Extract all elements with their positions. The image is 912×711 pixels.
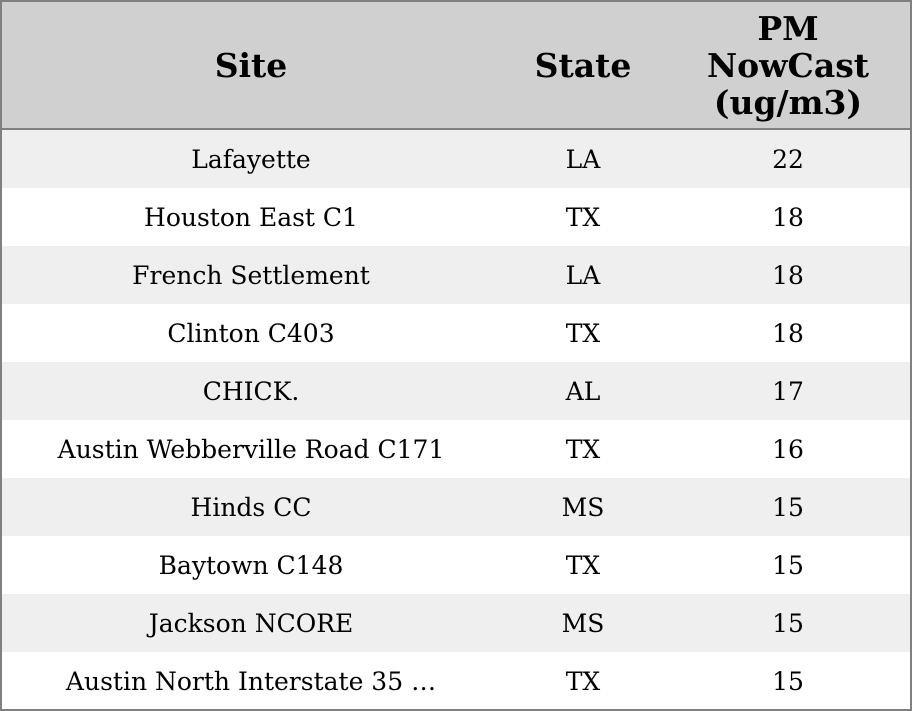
table-cell: 16	[772, 434, 804, 464]
header-text: Site	[214, 45, 288, 85]
table-cell: 15	[666, 478, 910, 536]
table-row: CHICK. AL 17	[2, 362, 910, 420]
table-cell: 18	[666, 246, 910, 304]
table-row: French Settlement LA 18	[2, 246, 910, 304]
table-row: Hinds CC MS 15	[2, 478, 910, 536]
table-cell: French Settlement	[2, 246, 500, 304]
table-cell: 15	[772, 666, 804, 696]
table-cell: Clinton C403	[167, 318, 335, 348]
table-cell: 15	[666, 594, 910, 652]
table-cell: LA	[500, 246, 666, 304]
table-cell: LA	[500, 129, 666, 188]
table-body: Lafayette LA 22 Houston East C1 TX 18 French S…	[2, 129, 910, 710]
table-head: Site State PM NowCast (ug/m3)	[2, 2, 910, 130]
table-cell: CHICK.	[2, 362, 500, 420]
header-row: Site State PM NowCast (ug/m3)	[2, 2, 910, 130]
table-cell: Baytown C148	[158, 550, 344, 580]
header-text: PM NowCast (ug/m3)	[706, 8, 870, 122]
table-row: Jackson NCORE MS 15	[2, 594, 910, 652]
table-cell: TX	[565, 434, 601, 464]
table-row: Baytown C148 TX 15	[2, 536, 910, 594]
table-cell: 15	[772, 550, 804, 580]
header-cell: State	[500, 2, 666, 130]
table-cell: Austin North Interstate 35 …	[65, 666, 437, 696]
table-cell: TX	[565, 550, 601, 580]
table-cell: Houston East C1	[144, 202, 358, 232]
table-row: Houston East C1 TX 18	[2, 188, 910, 246]
table-cell: MS	[500, 478, 666, 536]
table-row: Clinton C403 TX 18	[2, 304, 910, 362]
table-cell: Hinds CC	[2, 478, 500, 536]
table-cell: MS	[500, 594, 666, 652]
header-cell: Site	[2, 2, 500, 130]
table-cell: 18	[772, 202, 804, 232]
table-cell: TX	[565, 202, 601, 232]
table-row: Austin Webberville Road C171 TX 16	[2, 420, 910, 478]
table-cell: 17	[666, 362, 910, 420]
table-cell: TX	[565, 666, 601, 696]
table-cell: Lafayette	[2, 129, 500, 188]
table-cell: AL	[500, 362, 666, 420]
header-text: State	[534, 45, 632, 85]
table-row: Austin North Interstate 35 … TX 15	[2, 652, 910, 710]
table-row: Lafayette LA 22	[2, 129, 910, 188]
table-cell: Jackson NCORE	[2, 594, 500, 652]
table-cell: TX	[565, 318, 601, 348]
header-cell: PM NowCast (ug/m3)	[666, 2, 910, 130]
table-cell: 22	[666, 129, 910, 188]
table-cell: Austin Webberville Road C171	[57, 434, 445, 464]
table-cell: 18	[772, 318, 804, 348]
